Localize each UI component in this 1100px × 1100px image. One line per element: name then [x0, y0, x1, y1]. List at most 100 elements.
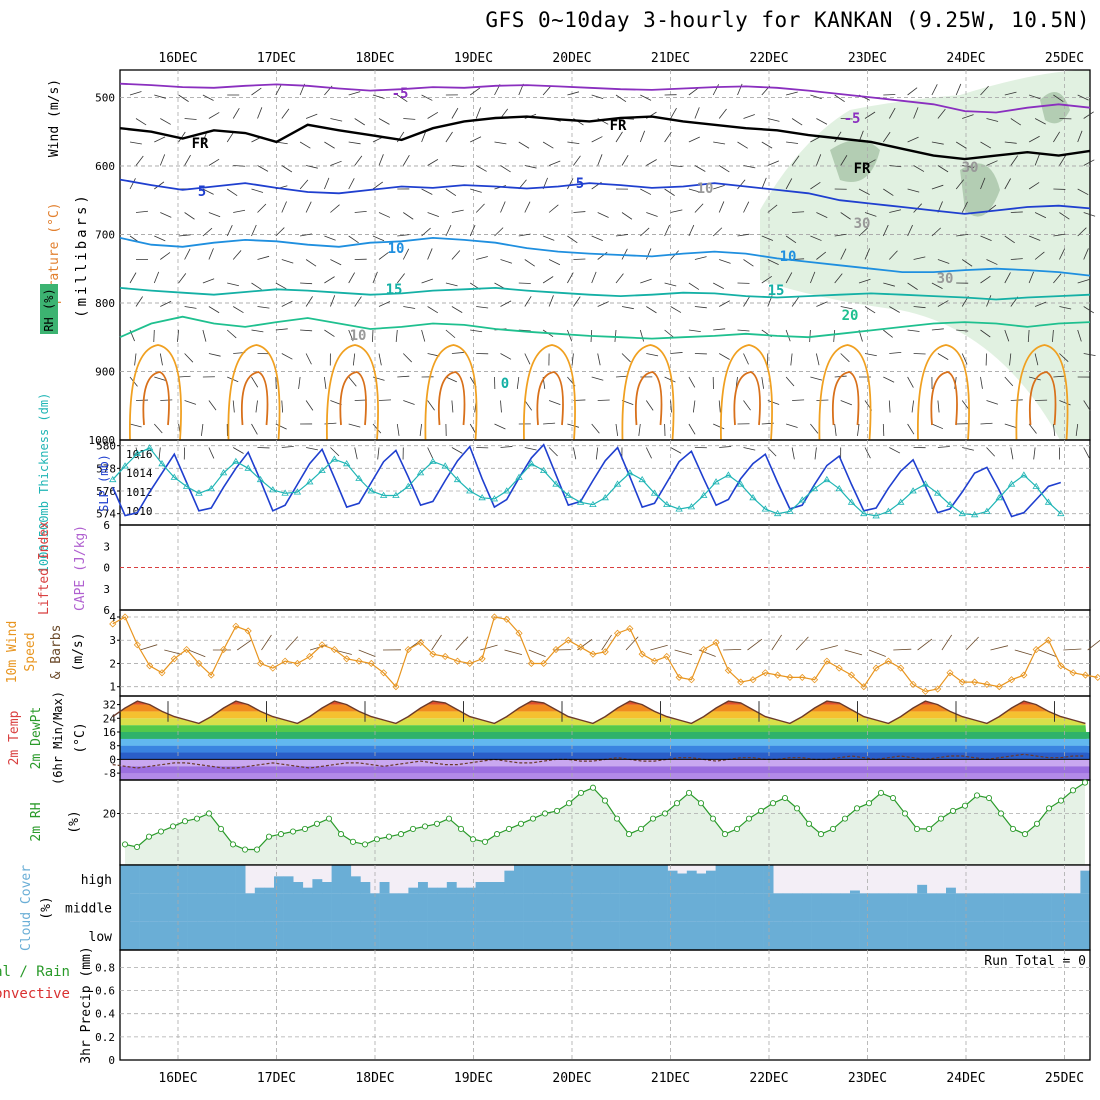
- wind10m-marker: [1069, 669, 1077, 677]
- cloud-bar-high: [302, 887, 313, 894]
- wind10m-marker: [281, 657, 289, 665]
- wind10m-marker: [256, 659, 265, 668]
- cloud-bar-low: [427, 921, 438, 950]
- cloud-bar-low: [494, 921, 505, 950]
- cloud-bar-low: [859, 921, 870, 950]
- cloud-bar-middle: [878, 893, 889, 922]
- pressure-tick-label: 500: [95, 91, 115, 104]
- wind10m-marker: [761, 669, 769, 677]
- wind-barb: [621, 306, 634, 310]
- wind10m-ylabel-group: 10m Wind Speed: [5, 621, 38, 684]
- wind10m-marker: [318, 641, 326, 649]
- wind-barb: [567, 235, 578, 244]
- wind-barb: [208, 400, 217, 411]
- wind10m-marker: [367, 659, 375, 668]
- cloud-bar-low: [542, 921, 553, 950]
- wind10m-marker: [860, 683, 868, 691]
- cloud-bar-high: [533, 865, 544, 894]
- boundary-layer-contour-inner: [635, 371, 663, 426]
- wind-barb: [864, 248, 871, 260]
- cloud-bar-low: [619, 921, 630, 950]
- wind10m-barb: [601, 634, 612, 651]
- wind-barb: [451, 306, 463, 313]
- wind-barb: [396, 273, 405, 284]
- wind-barb: [154, 94, 166, 99]
- cloud-bar-low: [984, 921, 995, 950]
- wind-barb: [403, 212, 414, 220]
- wind-barb: [1004, 91, 1017, 96]
- wind-barb: [615, 234, 628, 237]
- rh-marker: [169, 823, 177, 830]
- cloud-bar-middle: [907, 893, 918, 922]
- cloud-bar-low: [1032, 921, 1043, 950]
- thickness-marker: [872, 512, 880, 519]
- cloud-bar-low: [283, 921, 294, 950]
- wind-barb: [397, 94, 408, 103]
- cloud-bar-low: [504, 921, 515, 950]
- cloud-bar-low: [322, 921, 332, 950]
- cloud-bar-high: [1080, 870, 1091, 894]
- wind-barb: [889, 250, 898, 260]
- cloud-bar-low: [523, 921, 534, 950]
- cloud-bar-high: [187, 865, 198, 894]
- slp-axis-title: SLP (mb): [97, 454, 111, 512]
- cloud-bar-low: [302, 921, 313, 950]
- wind-barb: [567, 272, 574, 284]
- cloud-bar-middle: [946, 893, 956, 922]
- date-label-top: 22DEC: [749, 51, 788, 66]
- wind-barb: [1075, 423, 1079, 436]
- wind-barb: [670, 107, 677, 119]
- thickness-marker: [318, 466, 326, 473]
- wind-barb: [397, 375, 410, 378]
- thickness-marker: [342, 460, 351, 467]
- wind-barb: [469, 224, 476, 237]
- lifted-index-tick-label: 3: [103, 540, 110, 553]
- wind-barb: [767, 204, 778, 213]
- wind-barb: [451, 107, 459, 119]
- rh-marker: [757, 807, 765, 814]
- cloud-bar-low: [677, 921, 688, 950]
- wind-barb: [305, 113, 318, 119]
- wind-barb: [1028, 423, 1037, 434]
- wind-barb: [518, 141, 530, 149]
- rh-marker: [157, 828, 165, 835]
- wind-barb: [427, 447, 434, 459]
- rh-marker: [841, 815, 849, 822]
- wind10m-marker: [577, 643, 585, 651]
- wind-barb: [354, 118, 366, 126]
- rh-marker: [577, 789, 585, 796]
- wind-barb: [1083, 111, 1094, 119]
- cloud-bar-high: [427, 887, 438, 894]
- wind-barb: [1059, 306, 1072, 310]
- wind-barb: [664, 376, 676, 383]
- wind10m-marker: [416, 638, 425, 647]
- wind-barb: [888, 400, 891, 413]
- wind10m-barb: [747, 638, 763, 651]
- cloud-bar-middle: [379, 893, 390, 922]
- cloud-bar-middle: [302, 893, 313, 922]
- cloud-bar-low: [648, 921, 659, 950]
- cloud-bar-low: [1013, 921, 1024, 950]
- rh-marker: [133, 843, 141, 851]
- wind10m-marker: [490, 613, 498, 621]
- slp-tick-label: 1014: [126, 467, 153, 480]
- rh-marker: [565, 800, 573, 807]
- temp-band-full: [120, 752, 1090, 760]
- thickness-marker: [626, 469, 634, 476]
- wind-barb: [330, 204, 340, 213]
- wind-barb: [692, 400, 696, 413]
- wind10m-barb: [893, 648, 912, 651]
- wind10m-marker: [146, 662, 154, 670]
- cloud-bar-low: [206, 921, 217, 950]
- temp-band: [120, 701, 1090, 705]
- boundary-layer-contour: [129, 344, 182, 441]
- cloud-ylabel-group: Cloud Cover: [19, 865, 34, 951]
- contour-label: 10: [780, 249, 797, 265]
- wind10m-marker: [687, 676, 695, 684]
- wind-barb: [913, 306, 926, 309]
- wind-barb: [402, 248, 410, 260]
- wind-barb: [427, 400, 435, 411]
- wind-ylabel-group: Wind (m/s): [47, 79, 62, 157]
- wind-barb: [646, 306, 657, 314]
- cloud-bar-middle: [235, 893, 246, 922]
